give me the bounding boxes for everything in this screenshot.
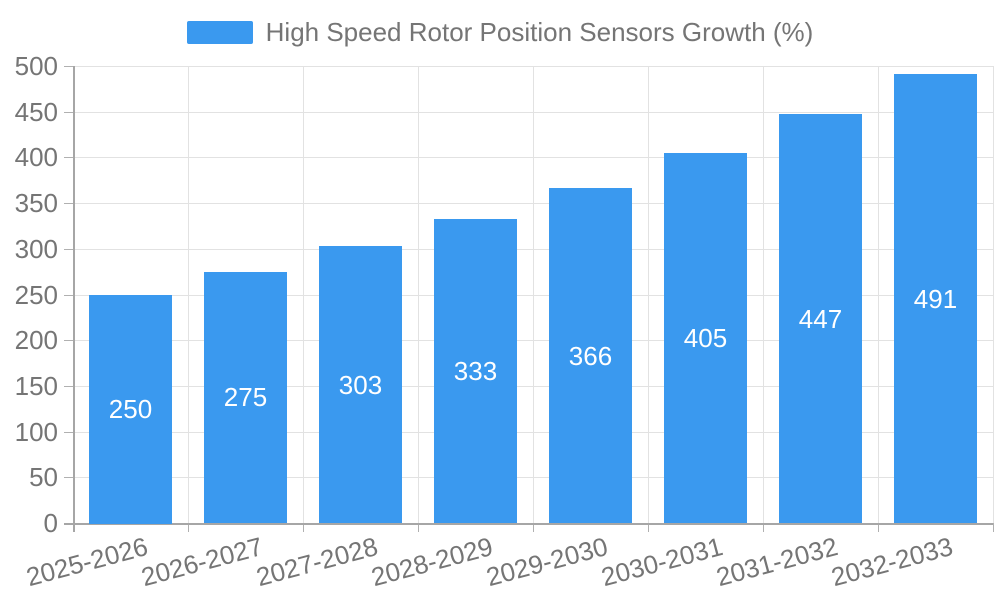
gridline-vertical [763,66,764,523]
y-axis-tick [64,66,73,67]
y-axis-tick [64,112,73,113]
bar[interactable] [434,219,517,523]
x-axis-label: 2028-2029 [367,531,496,593]
gridline-vertical [648,66,649,523]
x-axis-label: 2025-2026 [22,531,151,593]
bar-value-label: 366 [568,341,613,371]
x-axis-label: 2032-2033 [827,531,956,593]
y-axis-tick [64,386,73,387]
legend-label: High Speed Rotor Position Sensors Growth… [265,16,814,47]
y-axis-line [73,66,75,532]
y-axis-label: 50 [29,462,58,492]
y-axis-label: 350 [14,188,58,218]
bar-value-label: 333 [453,356,498,386]
x-axis-tick [878,523,879,532]
y-axis-tick [64,340,73,341]
bar[interactable] [319,246,402,523]
legend-swatch-icon [186,20,253,44]
legend[interactable]: High Speed Rotor Position Sensors Growth… [0,14,1000,50]
x-axis-tick [763,523,764,532]
y-axis-tick [64,249,73,250]
bar-value-label: 303 [338,370,383,400]
y-axis-tick [64,203,73,204]
y-axis-label: 0 [43,508,58,538]
x-axis-tick [188,523,189,532]
x-axis-tick [993,523,994,532]
x-axis-label: 2029-2030 [482,531,611,593]
y-axis-tick [64,477,73,478]
bar-value-label: 275 [223,382,268,412]
bar[interactable] [894,74,977,523]
y-axis-label: 250 [14,280,58,310]
x-axis-line [64,523,993,525]
gridline-vertical [418,66,419,523]
x-axis-label: 2027-2028 [252,531,381,593]
x-axis-tick [648,523,649,532]
gridline-vertical [188,66,189,523]
bar[interactable] [664,153,747,523]
bar[interactable] [89,295,172,524]
y-axis-label: 500 [14,51,58,81]
gridline-vertical [533,66,534,523]
y-axis-label: 100 [14,417,58,447]
y-axis-tick [64,432,73,433]
gridline-vertical [303,66,304,523]
bar[interactable] [779,114,862,523]
y-axis-label: 200 [14,325,58,355]
x-axis-label: 2026-2027 [137,531,266,593]
gridline-vertical [878,66,879,523]
bar-value-label: 491 [913,284,958,314]
y-axis-tick [64,157,73,158]
y-axis-tick [64,295,73,296]
x-axis-tick [303,523,304,532]
bar-value-label: 447 [798,304,843,334]
x-axis-tick [418,523,419,532]
y-axis-label: 400 [14,142,58,172]
bar[interactable] [549,188,632,523]
y-axis-label: 150 [14,371,58,401]
y-axis-label: 450 [14,97,58,127]
y-axis-label: 300 [14,234,58,264]
x-axis-label: 2030-2031 [597,531,726,593]
bar-value-label: 250 [108,394,153,424]
x-axis-label: 2031-2032 [712,531,841,593]
bar-value-label: 405 [683,323,728,353]
x-axis-tick [533,523,534,532]
bar[interactable] [204,272,287,523]
gridline-vertical [993,66,994,523]
